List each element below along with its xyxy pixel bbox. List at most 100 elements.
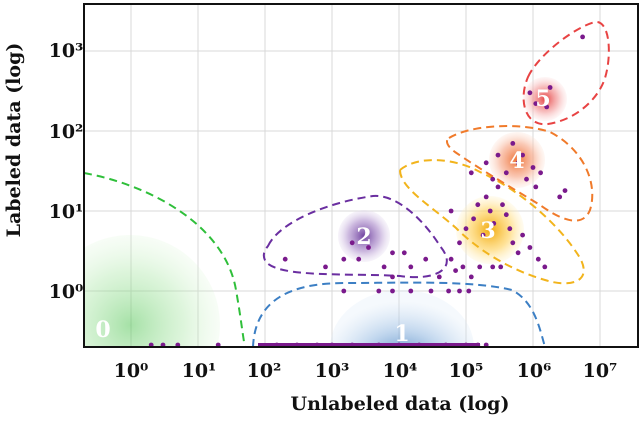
y-axis-title: Labeled data (log) [3,43,25,238]
data-point [533,184,539,190]
data-point [471,216,476,222]
data-point [314,342,320,347]
data-point [341,256,347,262]
data-point [510,240,516,246]
data-point [401,250,407,256]
data-point [428,288,434,294]
data-point [547,85,553,90]
data-point [538,170,543,176]
data-point [515,250,521,256]
cluster-3-outline [398,159,585,285]
data-point [477,264,483,270]
data-point [468,274,474,280]
data-point [460,264,466,270]
data-point [294,342,300,347]
data-point [443,342,449,347]
data-point [491,221,497,226]
data-point [530,165,536,170]
data-point [448,256,454,262]
cluster-1-blob [330,290,474,347]
data-point [376,342,382,347]
data-point [376,288,382,294]
data-point [408,264,414,270]
data-point [468,170,474,176]
data-point [480,232,486,238]
data-point [466,288,472,294]
data-point [507,226,513,232]
data-point [463,226,469,232]
data-point [323,264,328,270]
x-tick-label: 10⁶ [517,360,552,382]
data-point [475,342,481,347]
x-axis-title: Unlabeled data (log) [291,393,510,415]
data-point [498,264,504,270]
data-point [416,342,422,347]
cluster-label-0: 0 [95,317,110,343]
grid [84,4,638,347]
data-point [436,274,442,280]
x-tick-label: 10⁰ [114,360,149,382]
data-points [148,34,585,347]
data-point [495,152,501,158]
data-point [463,342,469,347]
data-point [408,288,414,294]
data-point [495,184,501,190]
data-point [160,342,166,347]
cluster-label-3: 3 [480,218,495,244]
data-point [349,342,355,347]
cluster-4-outline [446,125,594,222]
data-point [475,202,481,208]
data-point [503,170,509,176]
data-point [557,194,563,200]
data-point [349,240,355,246]
data-point [533,101,539,106]
plot-frame [83,3,639,348]
baseline-points-bar [258,343,480,347]
data-point [527,90,533,96]
data-point [148,342,154,347]
data-point [457,288,462,294]
data-point [341,288,347,294]
x-tick-label: 10⁷ [583,360,618,382]
data-point [356,256,362,262]
data-point [381,264,387,270]
x-tick-label: 10² [247,360,282,382]
y-tick-label: 10³ [49,40,84,62]
cluster-5-outline [522,21,610,126]
y-tick-labels: 10⁰ 10¹ 10² 10³ [49,40,84,303]
data-point [215,342,221,347]
data-point [366,245,371,250]
data-point [329,342,335,347]
cluster-0-outline [84,172,246,347]
cluster-label-1: 1 [394,321,409,347]
data-point [448,208,454,214]
x-tick-label: 10⁴ [383,360,418,382]
data-point [282,256,288,262]
data-point [510,141,516,146]
data-point [490,264,496,270]
data-point [487,208,493,214]
data-point [544,104,550,110]
data-point [483,194,489,200]
data-point [535,256,541,262]
data-point [520,232,525,238]
y-tick-label: 10¹ [49,201,84,223]
x-tick-label: 10⁵ [449,360,484,382]
cluster-label-2: 2 [356,224,371,250]
data-point [446,288,451,294]
data-point [562,188,568,194]
data-point [483,342,489,347]
data-point [500,202,505,208]
cluster-5-blob [523,77,567,121]
x-tick-label: 10³ [315,360,350,382]
data-point [390,274,395,280]
cluster-2-blob [338,210,390,262]
cluster-1-outline [252,281,546,347]
data-point [457,240,462,246]
y-tick-label: 10² [49,121,84,143]
data-point [527,245,533,250]
data-point [390,288,395,294]
data-point [483,160,489,166]
data-point [580,34,585,40]
cluster-0-blob [84,235,220,347]
